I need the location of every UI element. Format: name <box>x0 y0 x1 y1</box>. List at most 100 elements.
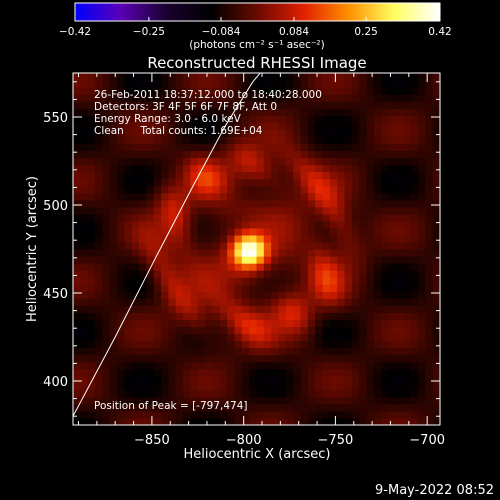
heatmap-cell <box>219 192 228 201</box>
heatmap-cell <box>80 122 89 130</box>
heatmap-cell <box>388 220 397 229</box>
heatmap-cell <box>344 129 353 137</box>
heatmap-cell <box>146 220 155 229</box>
heatmap-cell <box>241 333 250 342</box>
heatmap-cell <box>395 340 404 349</box>
heatmap-cell <box>139 192 147 201</box>
heatmap-cell <box>388 396 397 405</box>
heatmap-cell <box>73 319 81 328</box>
heatmap-cell <box>190 333 199 342</box>
heatmap-cell <box>417 389 426 398</box>
heatmap-cell <box>300 199 309 208</box>
heatmap-cell <box>271 220 280 229</box>
heatmap-cell <box>234 256 243 264</box>
heatmap-cell <box>432 73 440 81</box>
heatmap-cell <box>117 234 125 243</box>
heatmap-cell <box>241 277 250 285</box>
heatmap-cell <box>366 199 375 208</box>
heatmap-cell <box>322 108 331 116</box>
heatmap-cell <box>278 298 287 306</box>
heatmap-cell <box>271 157 280 166</box>
heatmap-cell <box>256 312 265 320</box>
heatmap-cell <box>329 192 338 201</box>
heatmap-cell <box>73 241 81 250</box>
heatmap-cell <box>219 305 228 313</box>
heatmap-cell <box>212 312 221 320</box>
heatmap-cell <box>124 256 133 264</box>
heatmap-cell <box>183 249 192 257</box>
heatmap-cell <box>234 143 243 152</box>
heatmap-cell <box>381 213 390 222</box>
heatmap-cell <box>432 129 440 137</box>
annotation-clean-counts: Clean Total counts: 1.69E+04 <box>94 125 263 137</box>
heatmap-cell <box>271 333 280 342</box>
heatmap-cell <box>373 354 382 363</box>
heatmap-cell <box>183 108 192 116</box>
heatmap-cell <box>366 382 375 391</box>
heatmap-cell <box>285 150 294 159</box>
heatmap-cell <box>102 129 111 137</box>
heatmap-cell <box>117 326 125 335</box>
heatmap-cell <box>168 206 177 215</box>
heatmap-cell <box>131 347 140 356</box>
heatmap-cell <box>219 171 228 180</box>
heatmap-cell <box>263 305 272 313</box>
heatmap-cell <box>197 227 206 236</box>
heatmap-cell <box>263 249 272 257</box>
heatmap-cell <box>329 270 338 278</box>
heatmap-cell <box>256 213 265 222</box>
heatmap-cell <box>153 87 162 95</box>
heatmap-cell <box>329 213 338 222</box>
heatmap-cell <box>95 234 103 243</box>
heatmap-cell <box>117 94 125 102</box>
heatmap-cell <box>95 80 103 88</box>
heatmap-cell <box>227 185 236 194</box>
heatmap-cell <box>109 101 118 109</box>
heatmap-cell <box>322 291 331 299</box>
heatmap-cell <box>403 122 412 130</box>
heatmap-cell <box>161 291 170 299</box>
heatmap-cell <box>403 382 412 391</box>
heatmap-cell <box>249 277 258 285</box>
heatmap-cell <box>322 199 331 208</box>
heatmap-cell <box>388 136 397 144</box>
heatmap-cell <box>366 178 375 187</box>
heatmap-cell <box>175 213 184 222</box>
heatmap-cell <box>344 178 353 187</box>
heatmap-cell <box>366 277 375 285</box>
colorbar-tick-label: 0.25 <box>354 26 377 38</box>
heatmap-cell <box>205 241 214 250</box>
heatmap-cell <box>241 73 250 81</box>
heatmap-cell <box>359 227 368 236</box>
heatmap-cell <box>337 171 346 180</box>
heatmap-cell <box>300 206 309 215</box>
heatmap-cell <box>278 108 287 116</box>
heatmap-cell <box>175 410 184 419</box>
heatmap-cell <box>124 150 133 159</box>
heatmap-cell <box>417 87 426 95</box>
heatmap-cell <box>153 192 162 201</box>
heatmap-cell <box>197 263 206 271</box>
heatmap-cell <box>212 291 221 299</box>
heatmap-cell <box>249 305 258 313</box>
heatmap-cell <box>153 389 162 398</box>
heatmap-cell <box>293 249 302 257</box>
heatmap-cell <box>131 375 140 384</box>
heatmap-cell <box>425 375 434 384</box>
heatmap-cell <box>234 171 243 180</box>
heatmap-cell <box>285 354 294 363</box>
heatmap-cell <box>219 220 228 229</box>
heatmap-cell <box>359 326 368 335</box>
heatmap-cell <box>300 375 309 384</box>
heatmap-cell <box>351 241 360 250</box>
heatmap-cell <box>153 150 162 159</box>
heatmap-cell <box>139 80 147 88</box>
heatmap-cell <box>109 354 118 363</box>
heatmap-cell <box>212 199 221 208</box>
heatmap-cell <box>381 164 390 173</box>
heatmap-cell <box>263 284 272 292</box>
heatmap-cell <box>146 101 155 109</box>
heatmap-cell <box>359 157 368 166</box>
heatmap-cell <box>388 263 397 271</box>
heatmap-cell <box>117 122 125 130</box>
